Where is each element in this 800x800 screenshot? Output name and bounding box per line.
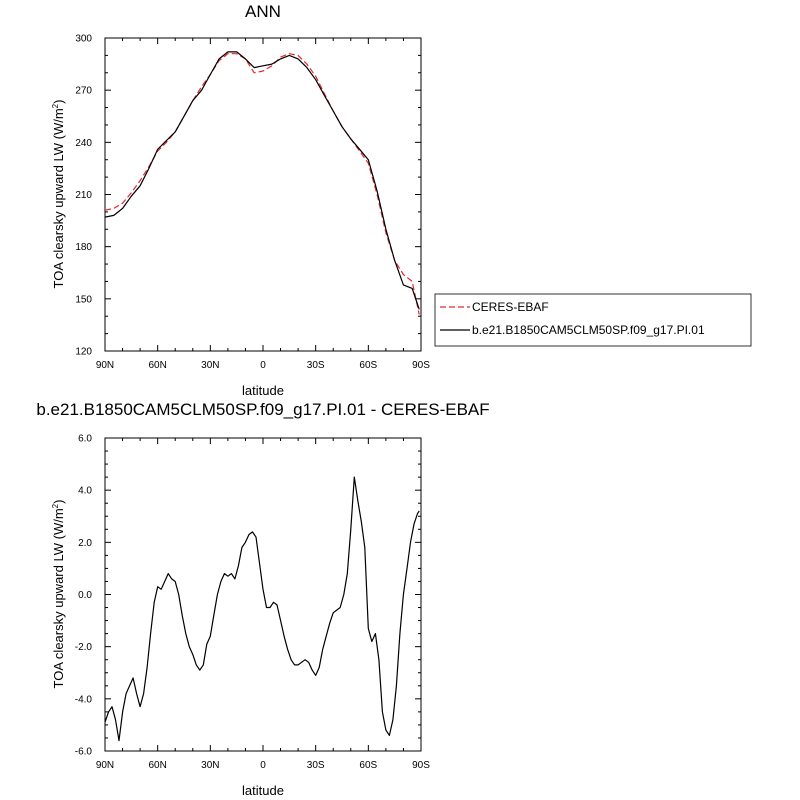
x-tick-label: 30N xyxy=(201,760,219,771)
y-tick-label: -2.0 xyxy=(75,642,93,653)
x-tick-label: 90N xyxy=(96,760,114,771)
legend-label-ceres: CERES-EBAF xyxy=(472,300,549,314)
x-tick-label: 90N xyxy=(96,360,114,371)
y-tick-label: 240 xyxy=(75,138,92,149)
bottom-chart: b.e21.B1850CAM5CLM50SP.f09_g17.PI.01 - C… xyxy=(36,400,489,798)
x-tick-label: 60S xyxy=(359,760,377,771)
y-tick-label: -4.0 xyxy=(75,694,93,705)
top-chart-y-axis-label: TOA clearsky upward LW (W/m2) xyxy=(51,100,66,289)
y-tick-label: -6.0 xyxy=(75,747,93,758)
bottom-chart-lines xyxy=(104,476,420,742)
x-tick-label: 0 xyxy=(260,360,266,371)
x-tick-label: 60N xyxy=(148,760,166,771)
y-tick-label: 6.0 xyxy=(78,434,92,445)
legend-label-model: b.e21.B1850CAM5CLM50SP.f09_g17.PI.01 xyxy=(472,323,705,337)
bottom-chart-x-axis-label: latitude xyxy=(242,783,284,798)
x-tick-label: 0 xyxy=(260,760,266,771)
top-chart-ticks: 90N 60N 30N 0 30S 60S 90S 120 150 180 210 240 270 300 xyxy=(75,34,430,372)
y-tick-label: 2.0 xyxy=(78,538,92,549)
y-tick-label: 300 xyxy=(75,34,92,45)
x-tick-label: 60N xyxy=(148,360,166,371)
series-line-0-0 xyxy=(104,53,420,315)
x-tick-label: 30N xyxy=(201,360,219,371)
y-tick-label: 180 xyxy=(75,242,92,253)
top-chart-lines xyxy=(104,51,420,315)
bottom-chart-y-axis-label: TOA clearsky upward LW (W/m2) xyxy=(51,500,66,689)
top-chart-x-axis-label: latitude xyxy=(242,383,284,398)
y-tick-label: 150 xyxy=(75,294,92,305)
top-chart-title: ANN xyxy=(245,2,281,21)
series-line-1-0 xyxy=(104,476,420,742)
x-tick-label: 30S xyxy=(307,760,325,771)
x-tick-label: 90S xyxy=(412,360,430,371)
top-chart-frame xyxy=(104,37,422,352)
bottom-chart-frame xyxy=(104,437,422,752)
top-chart: ANN 90N 60N 30N 0 30S 60S 90S 120 150 180 210 240 27… xyxy=(51,2,752,398)
bottom-chart-ticks: 90N 60N 30N 0 30S 60S 90S -6.0 -4.0 -2.0 0.0 2.0 4.0… xyxy=(75,434,430,772)
y-tick-label: 4.0 xyxy=(78,486,92,497)
y-tick-label: 0.0 xyxy=(78,590,92,601)
y-tick-label: 270 xyxy=(75,86,92,97)
x-tick-label: 60S xyxy=(359,360,377,371)
bottom-chart-title: b.e21.B1850CAM5CLM50SP.f09_g17.PI.01 - C… xyxy=(36,400,489,419)
y-tick-label: 120 xyxy=(75,347,92,358)
legend-box xyxy=(434,293,752,347)
series-line-0-1 xyxy=(104,51,420,310)
y-tick-label: 210 xyxy=(75,190,92,201)
x-tick-label: 90S xyxy=(412,760,430,771)
x-tick-label: 30S xyxy=(307,360,325,371)
top-chart-legend: CERES-EBAF b.e21.B1850CAM5CLM50SP.f09_g1… xyxy=(434,293,752,347)
